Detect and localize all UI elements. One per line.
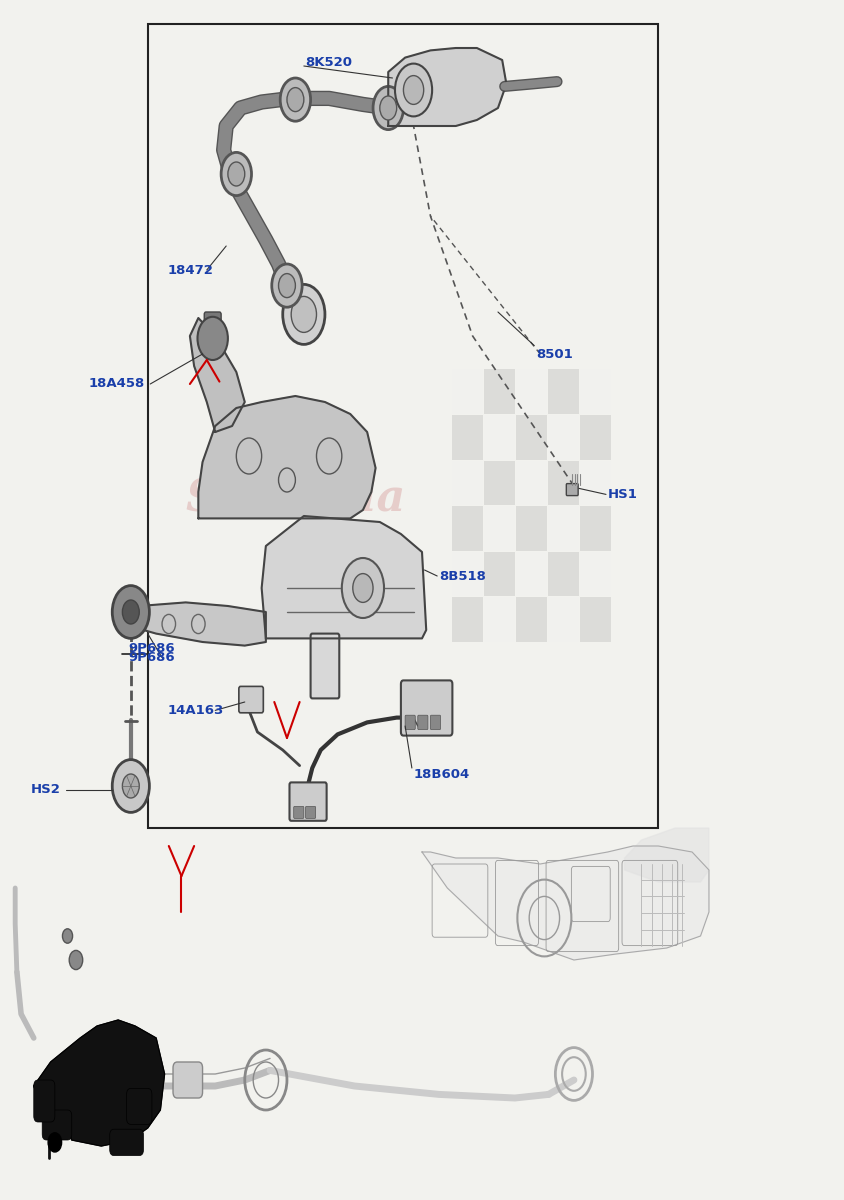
Circle shape <box>69 950 83 970</box>
Bar <box>484 461 515 505</box>
FancyBboxPatch shape <box>566 484 578 496</box>
Circle shape <box>280 78 311 121</box>
Bar <box>580 370 611 414</box>
Circle shape <box>287 88 304 112</box>
Bar <box>580 506 611 551</box>
Text: 8K520: 8K520 <box>306 56 353 68</box>
Text: HS2: HS2 <box>31 784 61 796</box>
Circle shape <box>48 1133 62 1152</box>
Polygon shape <box>262 516 426 638</box>
Bar <box>452 506 483 551</box>
Bar <box>484 598 515 642</box>
Circle shape <box>342 558 384 618</box>
Polygon shape <box>198 396 376 518</box>
Circle shape <box>228 162 245 186</box>
Circle shape <box>122 600 139 624</box>
Text: Scuderia: Scuderia <box>185 476 406 520</box>
Circle shape <box>373 86 403 130</box>
Polygon shape <box>422 846 709 960</box>
FancyBboxPatch shape <box>239 686 263 713</box>
Bar <box>484 552 515 596</box>
Bar <box>548 598 579 642</box>
Bar <box>484 415 515 460</box>
Circle shape <box>403 76 424 104</box>
Bar <box>516 370 547 414</box>
Polygon shape <box>625 828 709 882</box>
FancyBboxPatch shape <box>311 634 339 698</box>
FancyBboxPatch shape <box>294 806 304 818</box>
Text: 18472: 18472 <box>167 264 213 276</box>
Polygon shape <box>190 318 245 432</box>
Circle shape <box>112 760 149 812</box>
FancyBboxPatch shape <box>34 1080 55 1122</box>
FancyBboxPatch shape <box>430 715 441 730</box>
FancyBboxPatch shape <box>306 806 316 818</box>
Circle shape <box>283 284 325 344</box>
Text: 8B518: 8B518 <box>439 570 486 582</box>
FancyBboxPatch shape <box>289 782 327 821</box>
Bar <box>580 598 611 642</box>
FancyBboxPatch shape <box>405 715 415 730</box>
Circle shape <box>291 296 316 332</box>
FancyBboxPatch shape <box>173 1062 203 1098</box>
FancyBboxPatch shape <box>42 1110 72 1140</box>
Bar <box>580 461 611 505</box>
Bar <box>452 461 483 505</box>
FancyBboxPatch shape <box>127 1088 152 1124</box>
Polygon shape <box>34 1020 165 1146</box>
Polygon shape <box>388 48 506 126</box>
Text: 9P686: 9P686 <box>128 652 175 664</box>
Circle shape <box>272 264 302 307</box>
Bar <box>484 506 515 551</box>
Bar <box>148 24 658 828</box>
Bar <box>548 415 579 460</box>
Polygon shape <box>131 602 266 646</box>
Bar <box>516 415 547 460</box>
Text: 14A163: 14A163 <box>167 704 224 716</box>
Bar <box>516 552 547 596</box>
Text: 8501: 8501 <box>536 348 573 360</box>
Bar <box>452 415 483 460</box>
Text: car  parts: car parts <box>234 420 357 444</box>
Bar <box>516 598 547 642</box>
Bar <box>580 415 611 460</box>
Bar <box>580 552 611 596</box>
Bar <box>548 461 579 505</box>
Circle shape <box>221 152 252 196</box>
Text: HS1: HS1 <box>608 488 637 500</box>
FancyBboxPatch shape <box>110 1129 143 1156</box>
Text: 9P686: 9P686 <box>128 642 175 654</box>
Circle shape <box>353 574 373 602</box>
Bar <box>452 598 483 642</box>
Bar <box>516 461 547 505</box>
Circle shape <box>279 274 295 298</box>
Circle shape <box>380 96 397 120</box>
Text: 18B604: 18B604 <box>414 768 470 780</box>
FancyBboxPatch shape <box>204 312 221 341</box>
Circle shape <box>112 586 149 638</box>
Bar <box>548 506 579 551</box>
Bar <box>452 552 483 596</box>
Bar <box>484 370 515 414</box>
Bar <box>516 506 547 551</box>
Circle shape <box>395 64 432 116</box>
Circle shape <box>197 317 228 360</box>
Bar <box>548 552 579 596</box>
Circle shape <box>122 774 139 798</box>
Bar <box>452 370 483 414</box>
Bar <box>548 370 579 414</box>
Circle shape <box>62 929 73 943</box>
FancyBboxPatch shape <box>401 680 452 736</box>
FancyBboxPatch shape <box>418 715 428 730</box>
Text: 18A458: 18A458 <box>89 378 145 390</box>
